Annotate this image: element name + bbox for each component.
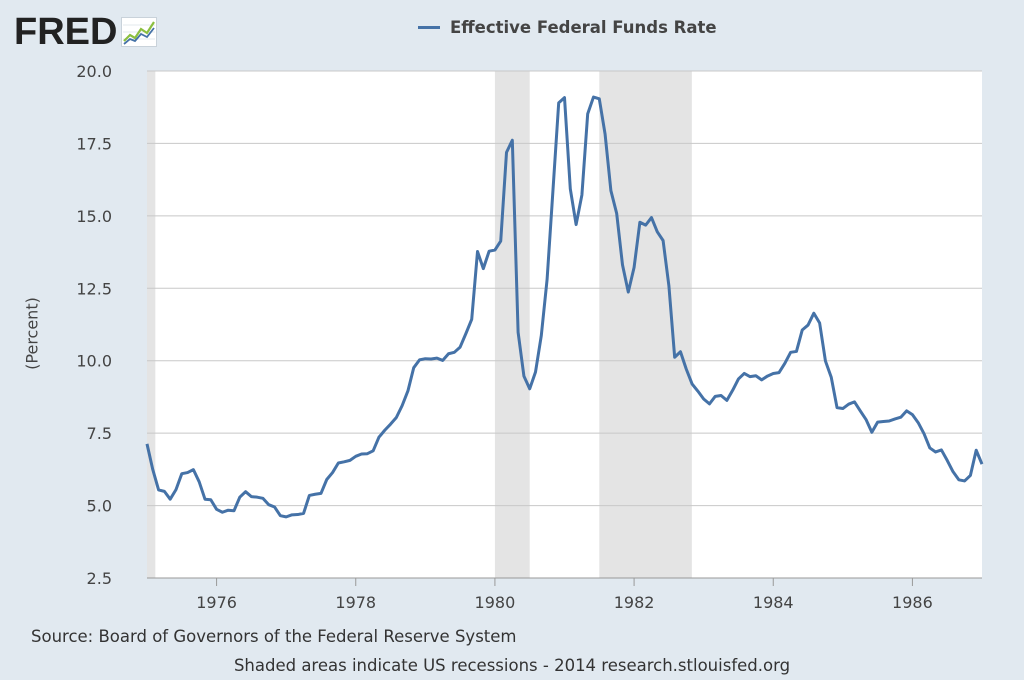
y-tick-label: 5.0 — [87, 497, 112, 516]
x-tick-label: 1976 — [196, 593, 237, 612]
chart-legend[interactable]: Effective Federal Funds Rate — [418, 18, 717, 37]
y-tick-label: 2.5 — [87, 569, 112, 588]
x-tick-label: 1984 — [753, 593, 794, 612]
series-layer — [145, 95, 984, 519]
fred-logo[interactable]: FRED — [14, 11, 158, 53]
grid-lines: 2.5 5.0 7.5 10.0 12.5 15.0 17.5 20.0 — [76, 62, 982, 588]
recession-note: Shaded areas indicate US recessions - 20… — [233, 656, 791, 675]
y-tick-label: 7.5 — [87, 424, 112, 443]
legend-label: Effective Federal Funds Rate — [450, 18, 717, 37]
source-note: Source: Board of Governors of the Federa… — [31, 627, 517, 646]
y-tick-label: 17.5 — [76, 134, 112, 153]
axes: 1976 1978 1980 1982 1984 1986 — [147, 577, 982, 612]
recession-bands — [147, 71, 692, 578]
recession-band — [147, 71, 156, 578]
y-tick-label: 20.0 — [76, 62, 112, 81]
recession-band — [599, 71, 692, 578]
line-chart-icon — [121, 17, 158, 47]
series-line-fed-funds — [145, 95, 984, 519]
y-tick-label: 10.0 — [76, 352, 112, 371]
x-tick-label: 1980 — [475, 593, 516, 612]
y-axis-label: (Percent) — [22, 297, 42, 370]
legend-swatch — [418, 26, 440, 29]
x-tick-label: 1978 — [335, 593, 376, 612]
y-tick-label: 15.0 — [76, 207, 112, 226]
fred-logo-text: FRED — [14, 11, 118, 53]
plot-area — [147, 71, 982, 578]
x-tick-label: 1982 — [614, 593, 655, 612]
x-tick-label: 1986 — [892, 593, 933, 612]
y-tick-label: 12.5 — [76, 279, 112, 298]
